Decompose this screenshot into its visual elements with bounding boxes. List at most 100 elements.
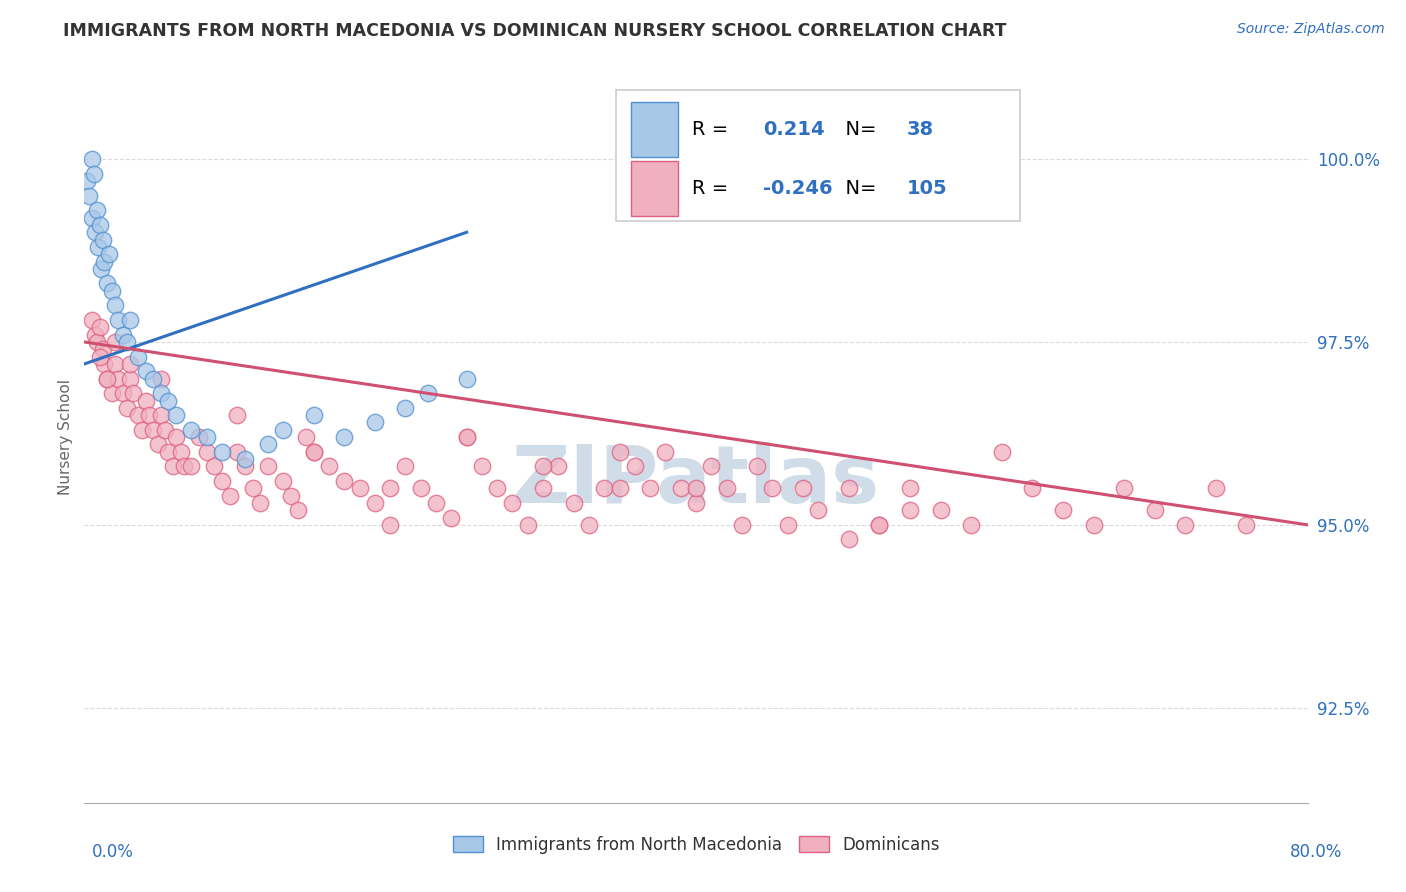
Point [295, 430, 318, 444]
Point [226, 444, 249, 458]
Point [135, 364, 157, 378]
Point [149, 386, 172, 401]
Point [747, 459, 769, 474]
Point [89, 350, 111, 364]
Point [669, 481, 692, 495]
Text: -0.246: -0.246 [763, 179, 832, 198]
Point [516, 517, 538, 532]
Point [1114, 481, 1136, 495]
Point [418, 386, 440, 401]
Point [157, 393, 180, 408]
Point [638, 481, 661, 495]
Point [120, 313, 142, 327]
Point [960, 517, 983, 532]
Point [96, 277, 118, 291]
Point [233, 452, 256, 467]
Point [180, 423, 202, 437]
Point [101, 386, 124, 401]
Point [155, 423, 177, 437]
Point [609, 481, 631, 495]
Point [122, 386, 145, 401]
FancyBboxPatch shape [631, 103, 678, 157]
Point [318, 459, 340, 474]
Point [838, 533, 860, 547]
Point [898, 503, 921, 517]
Point [1083, 517, 1105, 532]
Point [349, 481, 371, 495]
Point [838, 481, 860, 495]
Point [302, 444, 325, 458]
Point [120, 371, 142, 385]
Point [111, 327, 134, 342]
Point [380, 481, 402, 495]
Point [146, 437, 169, 451]
Text: N=: N= [832, 179, 883, 198]
Point [165, 408, 187, 422]
Point [792, 481, 814, 495]
Point [142, 423, 165, 437]
Y-axis label: Nursery School: Nursery School [58, 379, 73, 495]
Text: 0.0%: 0.0% [91, 843, 134, 861]
Point [135, 393, 157, 408]
Point [84, 327, 107, 342]
Point [89, 320, 111, 334]
Point [1236, 517, 1258, 532]
Point [869, 517, 891, 532]
Point [149, 371, 172, 385]
Point [1052, 503, 1074, 517]
Text: 0.214: 0.214 [763, 120, 825, 139]
Text: Source: ZipAtlas.com: Source: ZipAtlas.com [1237, 22, 1385, 37]
Text: R =: R = [692, 179, 735, 198]
Point [202, 459, 225, 474]
Point [654, 444, 676, 458]
Text: ZIPatlas: ZIPatlas [512, 442, 880, 520]
Point [233, 459, 256, 474]
Point [1143, 503, 1166, 517]
Point [333, 430, 356, 444]
Point [86, 334, 108, 349]
Point [195, 444, 218, 458]
Text: N=: N= [832, 120, 883, 139]
Point [685, 496, 707, 510]
Text: 80.0%: 80.0% [1291, 843, 1343, 861]
Legend: Immigrants from North Macedonia, Dominicans: Immigrants from North Macedonia, Dominic… [446, 829, 946, 860]
Point [104, 334, 127, 349]
Point [502, 496, 524, 510]
Point [170, 444, 193, 458]
Point [456, 430, 478, 444]
Point [115, 401, 138, 415]
Point [624, 459, 647, 474]
Point [409, 481, 432, 495]
Point [87, 240, 110, 254]
Point [149, 408, 172, 422]
Point [80, 152, 103, 166]
Point [96, 371, 118, 385]
Point [91, 233, 114, 247]
Point [547, 459, 569, 474]
Point [86, 203, 108, 218]
Point [211, 444, 233, 458]
Point [173, 459, 195, 474]
Point [90, 261, 112, 276]
Point [162, 459, 184, 474]
Point [929, 503, 952, 517]
Point [77, 188, 100, 202]
Point [593, 481, 616, 495]
Text: IMMIGRANTS FROM NORTH MACEDONIA VS DOMINICAN NURSERY SCHOOL CORRELATION CHART: IMMIGRANTS FROM NORTH MACEDONIA VS DOMIN… [63, 22, 1007, 40]
Point [91, 343, 114, 357]
Point [93, 254, 115, 268]
Point [111, 386, 134, 401]
FancyBboxPatch shape [616, 90, 1021, 221]
Point [127, 408, 149, 422]
Point [101, 284, 124, 298]
Point [83, 167, 105, 181]
Point [486, 481, 509, 495]
Point [89, 218, 111, 232]
FancyBboxPatch shape [631, 161, 678, 216]
Point [578, 517, 600, 532]
Point [440, 510, 463, 524]
Point [257, 459, 280, 474]
Point [394, 459, 416, 474]
Point [776, 517, 799, 532]
Point [716, 481, 738, 495]
